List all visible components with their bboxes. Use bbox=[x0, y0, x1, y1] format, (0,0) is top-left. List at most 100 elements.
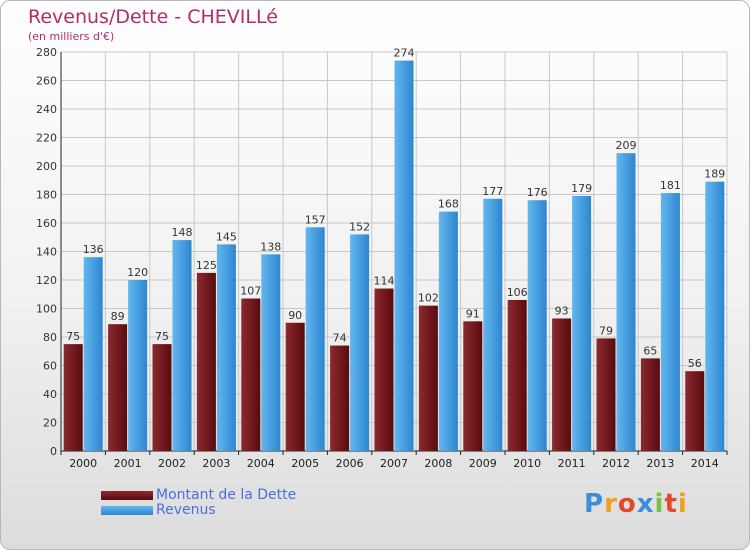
y-tick-label: 240 bbox=[36, 103, 57, 116]
x-tick-label: 2005 bbox=[291, 457, 319, 470]
data-label-revenus: 138 bbox=[260, 240, 281, 253]
logo-letter: x bbox=[636, 489, 655, 519]
x-tick-label: 2013 bbox=[646, 457, 674, 470]
legend-swatch-revenus bbox=[101, 506, 153, 515]
data-label-dette: 74 bbox=[333, 332, 347, 345]
data-label-dette: 79 bbox=[599, 324, 613, 337]
y-tick-label: 100 bbox=[36, 303, 57, 316]
bar-dette bbox=[108, 324, 128, 451]
bar-revenus bbox=[483, 198, 503, 451]
bar-revenus bbox=[261, 254, 281, 451]
logo-letter: r bbox=[604, 489, 618, 519]
y-tick-label: 180 bbox=[36, 189, 57, 202]
data-label-revenus: 120 bbox=[127, 266, 148, 279]
data-label-dette: 114 bbox=[374, 275, 395, 288]
y-tick-label: 40 bbox=[43, 388, 57, 401]
data-label-revenus: 209 bbox=[616, 139, 637, 152]
data-label-dette: 89 bbox=[111, 310, 125, 323]
bar-dette bbox=[196, 272, 216, 451]
bar-revenus bbox=[660, 193, 680, 451]
logo-letter: o bbox=[617, 489, 637, 519]
legend-label-dette: Montant de la Dette bbox=[156, 487, 297, 503]
bar-revenus bbox=[572, 195, 592, 451]
bar-dette bbox=[152, 344, 172, 451]
bar-dette bbox=[552, 318, 572, 451]
bar-dette bbox=[507, 299, 527, 451]
y-tick-label: 200 bbox=[36, 160, 57, 173]
logo-letter: i bbox=[654, 489, 665, 519]
data-label-revenus: 148 bbox=[172, 226, 193, 239]
x-tick-label: 2002 bbox=[158, 457, 186, 470]
data-label-dette: 75 bbox=[66, 330, 80, 343]
bar-dette bbox=[241, 298, 261, 451]
bar-dette bbox=[463, 321, 483, 451]
data-label-dette: 90 bbox=[288, 309, 302, 322]
y-tick-label: 160 bbox=[36, 217, 57, 230]
data-label-dette: 65 bbox=[643, 344, 657, 357]
bar-revenus bbox=[527, 200, 547, 451]
data-label-revenus: 145 bbox=[216, 230, 237, 243]
data-label-revenus: 176 bbox=[527, 186, 548, 199]
bars bbox=[63, 60, 725, 452]
data-label-dette: 75 bbox=[155, 330, 169, 343]
x-tick-label: 2000 bbox=[69, 457, 97, 470]
x-tick-label: 2008 bbox=[424, 457, 452, 470]
bar-revenus bbox=[83, 257, 103, 451]
bar-revenus bbox=[350, 234, 370, 451]
data-labels: 75 136 89 120 75 148 125 145 107 138 90 157 74 152 114… bbox=[66, 47, 725, 371]
bar-dette bbox=[596, 338, 616, 451]
axes: 0 20 40 60 80 100 120 140 160 180 200 220 240 260 280 2… bbox=[36, 46, 728, 470]
data-label-revenus: 177 bbox=[482, 185, 503, 198]
bar-dette bbox=[63, 344, 83, 451]
bar-revenus bbox=[616, 153, 636, 452]
data-label-dette: 93 bbox=[555, 304, 569, 317]
bar-dette bbox=[285, 322, 305, 451]
x-tick-label: 2007 bbox=[380, 457, 408, 470]
x-tick-label: 2003 bbox=[202, 457, 230, 470]
x-tick-label: 2010 bbox=[513, 457, 541, 470]
y-tick-label: 260 bbox=[36, 75, 57, 88]
x-tick-label: 2014 bbox=[691, 457, 719, 470]
bar-dette bbox=[685, 371, 705, 451]
bar-dette bbox=[418, 305, 438, 451]
bar-revenus bbox=[394, 60, 414, 452]
chart-title: Revenus/Dette - CHEVILLé bbox=[28, 6, 278, 28]
x-tick-label: 2001 bbox=[114, 457, 142, 470]
bar-dette bbox=[640, 358, 660, 451]
data-label-dette: 91 bbox=[466, 307, 480, 320]
bar-revenus bbox=[705, 181, 725, 452]
x-tick-label: 2009 bbox=[469, 457, 497, 470]
x-tick-label: 2004 bbox=[247, 457, 275, 470]
y-tick-label: 220 bbox=[36, 132, 57, 145]
bar-dette bbox=[330, 345, 350, 451]
x-tick-label: 2012 bbox=[602, 457, 630, 470]
y-tick-label: 80 bbox=[43, 331, 57, 344]
chart-subtitle: (en milliers d'€) bbox=[28, 30, 115, 43]
logo-letter: t bbox=[664, 489, 678, 519]
y-tick-label: 20 bbox=[43, 417, 57, 430]
data-label-dette: 102 bbox=[418, 292, 439, 305]
data-label-revenus: 274 bbox=[394, 47, 415, 60]
y-tick-label: 140 bbox=[36, 246, 57, 259]
bar-revenus bbox=[438, 211, 458, 451]
legend-label-revenus: Revenus bbox=[156, 502, 216, 518]
y-tick-label: 0 bbox=[50, 445, 57, 458]
logo-letter: i bbox=[677, 489, 688, 519]
data-label-revenus: 157 bbox=[305, 213, 326, 226]
x-tick-label: 2011 bbox=[558, 457, 586, 470]
legend-swatch-dette bbox=[101, 491, 153, 500]
data-label-revenus: 179 bbox=[571, 182, 592, 195]
bar-revenus bbox=[305, 227, 325, 451]
x-tick-label: 2006 bbox=[336, 457, 364, 470]
data-label-revenus: 189 bbox=[704, 168, 725, 181]
y-tick-label: 120 bbox=[36, 274, 57, 287]
data-label-dette: 106 bbox=[507, 286, 528, 299]
data-label-revenus: 152 bbox=[349, 220, 370, 233]
data-label-revenus: 136 bbox=[83, 243, 104, 256]
data-label-dette: 107 bbox=[240, 285, 261, 298]
bar-revenus bbox=[172, 240, 192, 451]
logo-letter: P bbox=[584, 489, 605, 519]
proxiti-logo: Proxiti bbox=[584, 489, 688, 519]
